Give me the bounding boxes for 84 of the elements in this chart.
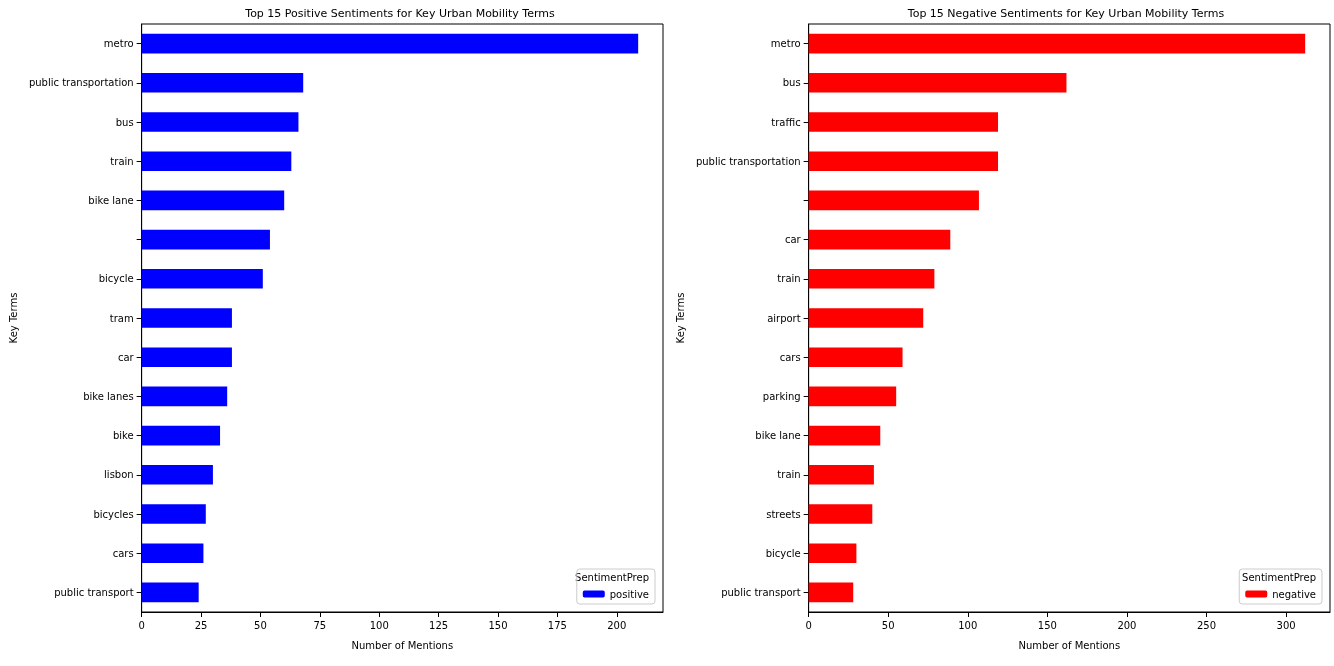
- y-tick-label: bicycle: [98, 273, 134, 285]
- y-tick-label: car: [784, 234, 802, 246]
- x-tick-label: 200: [607, 619, 627, 631]
- bar: [808, 112, 999, 132]
- bar: [141, 151, 292, 171]
- x-tick-label: 0: [138, 619, 145, 631]
- bar: [808, 347, 903, 367]
- bar: [141, 229, 270, 250]
- x-tick-label: 150: [1037, 619, 1057, 631]
- y-tick-label: traffic: [771, 116, 801, 128]
- y-tick-label: train: [777, 273, 801, 285]
- x-tick-label: 200: [1117, 619, 1137, 631]
- y-tick-label: streets: [766, 508, 801, 520]
- x-tick-label: 250: [1196, 619, 1217, 631]
- bar: [808, 543, 857, 563]
- bar: [141, 308, 232, 328]
- chart-title: Top 15 Positive Sentiments for Key Urban Mobility Terms: [244, 7, 555, 20]
- bar: [141, 347, 232, 367]
- bar: [141, 33, 639, 54]
- x-tick-label: 50: [254, 619, 267, 631]
- y-tick-label: car: [117, 351, 135, 363]
- x-tick-label: 25: [194, 619, 208, 631]
- bar: [808, 151, 999, 171]
- bar: [808, 269, 935, 289]
- bar: [141, 425, 221, 446]
- y-tick-label: metro: [770, 38, 801, 50]
- y-tick-label: public transport: [54, 586, 134, 598]
- x-tick-label: 100: [958, 619, 978, 631]
- bar: [808, 73, 1067, 93]
- bar: [808, 425, 881, 446]
- bar: [808, 229, 951, 250]
- bar: [808, 308, 924, 328]
- y-tick-label: train: [777, 469, 801, 481]
- x-axis-title: Number of Mentions: [351, 639, 454, 651]
- bar: [808, 504, 873, 524]
- y-tick-label: bus: [115, 116, 134, 128]
- y-axis-title: Key Terms: [7, 292, 19, 344]
- y-tick-label: public transportation: [28, 77, 134, 89]
- x-tick-label: 100: [369, 619, 389, 631]
- bar: [141, 73, 304, 93]
- y-tick-label: bike lanes: [83, 390, 134, 402]
- y-tick-label: cars: [112, 547, 134, 559]
- bar: [808, 465, 874, 485]
- y-tick-label: lisbon: [104, 469, 134, 481]
- x-tick-label: 50: [881, 619, 895, 631]
- y-tick-label: public transportation: [695, 155, 801, 167]
- bar: [141, 543, 204, 563]
- y-tick-label: metro: [103, 38, 134, 50]
- bar: [141, 386, 228, 407]
- bar: [141, 269, 263, 289]
- x-axis-title: Number of Mentions: [1018, 639, 1121, 651]
- bar: [141, 465, 213, 485]
- y-tick-label: bike lane: [755, 430, 801, 442]
- x-tick-label: 75: [313, 619, 327, 631]
- bar: [141, 504, 206, 524]
- legend-label: positive: [609, 588, 650, 600]
- bar: [141, 112, 299, 132]
- y-tick-label: parking: [762, 390, 801, 402]
- legend-title: SentimentPrep: [575, 571, 649, 583]
- y-tick-label: bus: [782, 77, 801, 89]
- y-tick-label: airport: [767, 312, 801, 324]
- legend-label: negative: [1272, 588, 1317, 600]
- bar: [808, 190, 979, 211]
- x-tick-label: 125: [429, 619, 449, 631]
- bar: [808, 33, 1306, 54]
- y-tick-label: bicycles: [93, 508, 134, 520]
- bar: [808, 386, 897, 407]
- y-tick-label: bicycle: [765, 547, 801, 559]
- y-axis-title: Key Terms: [674, 292, 686, 344]
- bar: [141, 190, 285, 211]
- y-tick-label: cars: [779, 351, 801, 363]
- y-tick-label: bike: [112, 430, 134, 442]
- x-tick-label: 150: [488, 619, 508, 631]
- x-tick-label: 0: [805, 619, 812, 631]
- y-tick-label: public transport: [721, 586, 801, 598]
- y-tick-label: bike lane: [88, 194, 134, 206]
- x-tick-label: 300: [1276, 619, 1296, 631]
- bar: [141, 582, 199, 603]
- chart-title: Top 15 Negative Sentiments for Key Urban Mobility Terms: [906, 7, 1225, 20]
- y-tick-label: train: [110, 155, 134, 167]
- bar: [808, 582, 854, 603]
- y-tick-label: tram: [109, 312, 134, 324]
- x-tick-label: 175: [547, 619, 567, 631]
- legend-title: SentimentPrep: [1242, 571, 1316, 583]
